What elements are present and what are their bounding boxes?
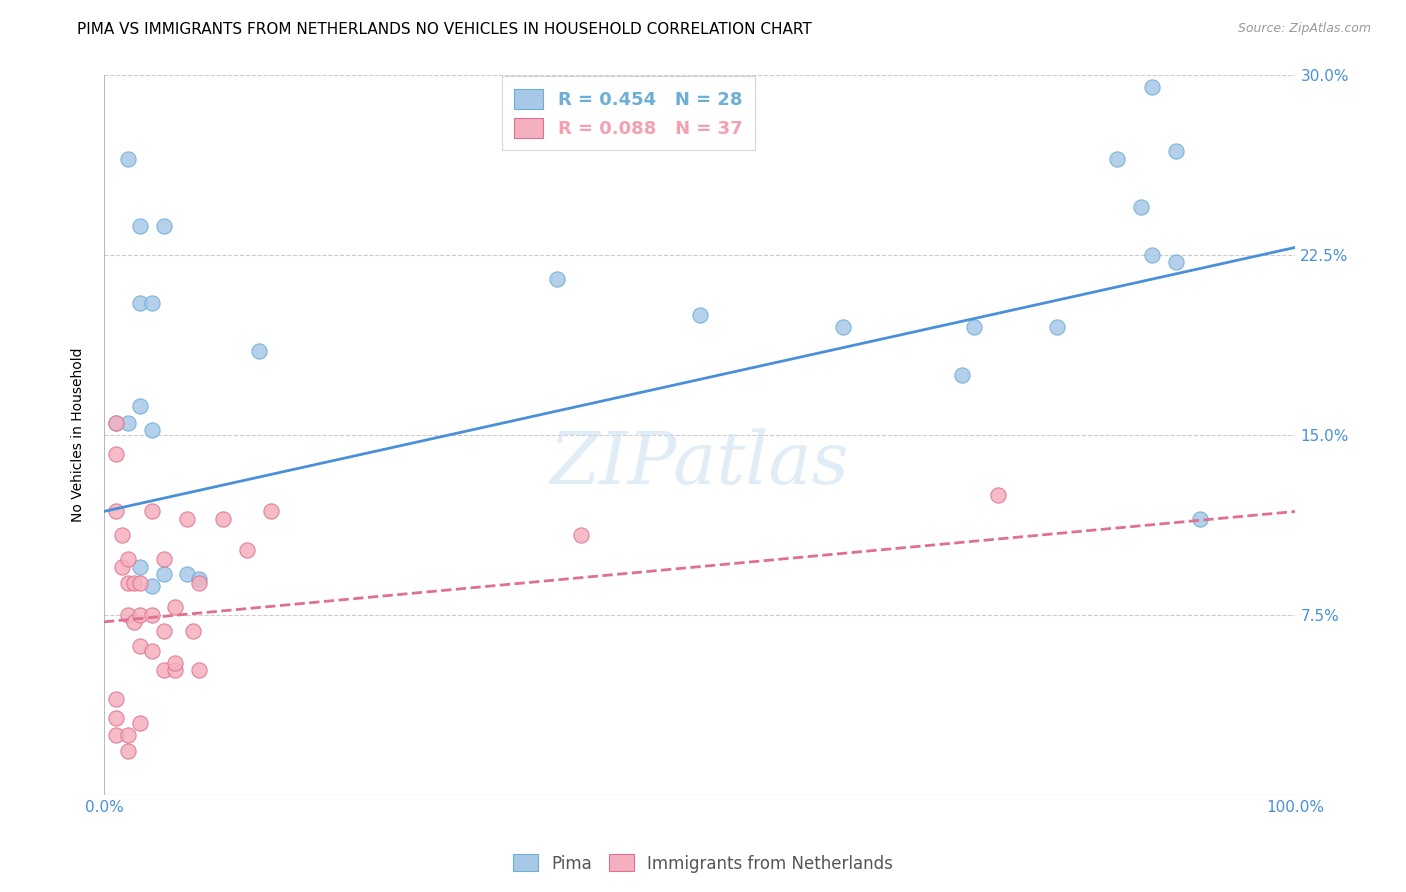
Point	[141, 504, 163, 518]
Point	[128, 399, 150, 413]
Point	[104, 416, 127, 430]
Text: Source: ZipAtlas.com: Source: ZipAtlas.com	[1237, 22, 1371, 36]
Point	[128, 295, 150, 310]
Point	[546, 271, 568, 285]
Point	[188, 576, 211, 591]
Point	[183, 624, 205, 639]
Point	[141, 607, 163, 622]
Point	[104, 416, 127, 430]
Point	[689, 308, 711, 322]
Point	[152, 219, 174, 233]
Point	[1166, 145, 1188, 159]
Point	[117, 152, 139, 166]
Point	[1142, 79, 1164, 94]
Text: PIMA VS IMMIGRANTS FROM NETHERLANDS NO VEHICLES IN HOUSEHOLD CORRELATION CHART: PIMA VS IMMIGRANTS FROM NETHERLANDS NO V…	[77, 22, 813, 37]
Point	[122, 615, 145, 629]
Point	[104, 447, 127, 461]
Point	[128, 219, 150, 233]
Point	[117, 416, 139, 430]
Point	[1142, 247, 1164, 261]
Point	[165, 600, 187, 615]
Point	[104, 711, 127, 725]
Point	[1105, 152, 1128, 166]
Point	[141, 643, 163, 657]
Point	[188, 572, 211, 586]
Point	[188, 663, 211, 677]
Point	[104, 728, 127, 742]
Point	[1046, 319, 1069, 334]
Point	[117, 576, 139, 591]
Point	[117, 607, 139, 622]
Legend: R = 0.454   N = 28, R = 0.088   N = 37: R = 0.454 N = 28, R = 0.088 N = 37	[502, 77, 755, 151]
Point	[165, 663, 187, 677]
Point	[141, 295, 163, 310]
Point	[117, 728, 139, 742]
Point	[987, 488, 1010, 502]
Point	[111, 559, 134, 574]
Point	[117, 744, 139, 758]
Point	[247, 343, 270, 358]
Point	[176, 566, 198, 581]
Point	[950, 368, 973, 382]
Point	[963, 319, 986, 334]
Point	[260, 504, 283, 518]
Point	[104, 504, 127, 518]
Point	[152, 624, 174, 639]
Point	[122, 576, 145, 591]
Point	[128, 639, 150, 653]
Point	[152, 552, 174, 566]
Point	[128, 559, 150, 574]
Point	[117, 552, 139, 566]
Legend: Pima, Immigrants from Netherlands: Pima, Immigrants from Netherlands	[506, 847, 900, 880]
Point	[104, 691, 127, 706]
Point	[128, 576, 150, 591]
Point	[176, 511, 198, 525]
Point	[1129, 200, 1152, 214]
Point	[569, 528, 592, 542]
Point	[141, 423, 163, 437]
Point	[831, 319, 853, 334]
Point	[165, 656, 187, 670]
Y-axis label: No Vehicles in Household: No Vehicles in Household	[72, 347, 86, 522]
Point	[111, 528, 134, 542]
Point	[236, 542, 259, 557]
Point	[1166, 254, 1188, 268]
Point	[152, 566, 174, 581]
Point	[128, 715, 150, 730]
Text: ZIPatlas: ZIPatlas	[550, 428, 849, 499]
Point	[1189, 511, 1212, 525]
Point	[141, 579, 163, 593]
Point	[152, 663, 174, 677]
Point	[212, 511, 235, 525]
Point	[128, 607, 150, 622]
